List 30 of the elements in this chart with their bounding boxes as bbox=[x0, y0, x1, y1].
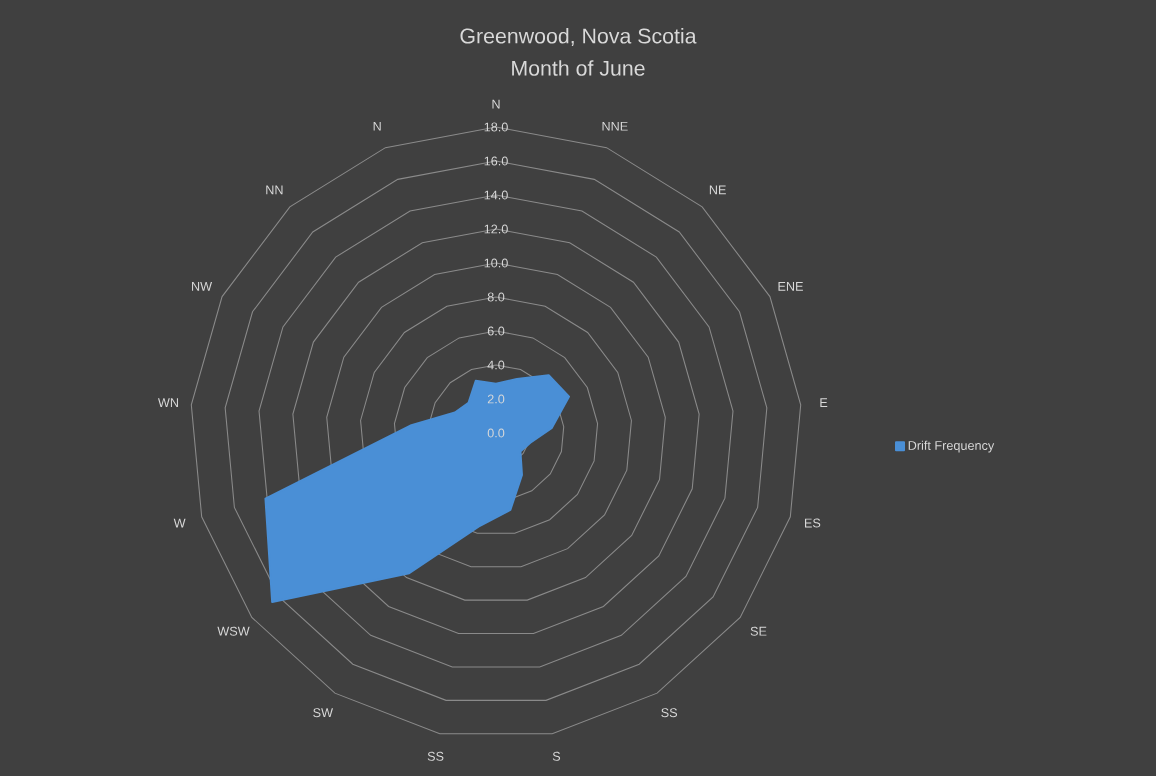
y-tick-label: 10.0 bbox=[484, 258, 508, 268]
spoke-label: WN bbox=[157, 398, 178, 407]
spoke-label: WSW bbox=[217, 626, 250, 636]
y-tick-label: 12.0 bbox=[484, 224, 508, 234]
chart-subtitle: Month of June bbox=[512, 60, 645, 76]
spoke-label: N bbox=[373, 121, 381, 131]
spoke-label: N bbox=[492, 99, 500, 109]
y-tick-label: 14.0 bbox=[484, 190, 508, 200]
y-tick-label: 18.0 bbox=[484, 122, 508, 132]
spoke-label: NNE bbox=[602, 121, 628, 131]
legend-label: Drift Frequency bbox=[908, 440, 995, 453]
spoke-label: SW bbox=[313, 708, 333, 718]
spoke-label: NN bbox=[266, 185, 283, 195]
spoke-label: W bbox=[173, 518, 186, 528]
y-tick-label: 8.0 bbox=[487, 292, 505, 302]
chart-title: Greenwood, Nova Scotia bbox=[460, 27, 697, 47]
spoke-label: SS bbox=[427, 751, 444, 761]
spoke-label: NE bbox=[709, 185, 726, 195]
y-tick-label: 6.0 bbox=[487, 326, 505, 336]
spoke-label: S bbox=[552, 751, 561, 761]
y-tick-label: 2.0 bbox=[487, 394, 505, 404]
y-tick-label: 4.0 bbox=[487, 360, 505, 370]
spoke-label: ES bbox=[805, 518, 821, 528]
spoke-label: E bbox=[820, 398, 828, 407]
spoke-label: SE bbox=[750, 626, 767, 636]
spoke-label: ENE bbox=[778, 282, 803, 291]
spoke-label: NW bbox=[192, 282, 213, 291]
y-tick-label: 0.0 bbox=[487, 428, 505, 438]
y-tick-label: 16.0 bbox=[484, 156, 508, 166]
spoke-label: SS bbox=[661, 708, 678, 718]
